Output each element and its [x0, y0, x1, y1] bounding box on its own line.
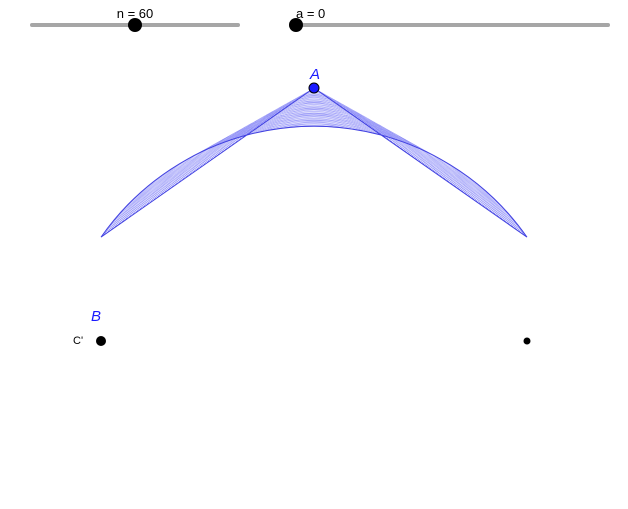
point-a-label: A	[310, 66, 320, 83]
point-cprime-label: C'	[73, 335, 83, 347]
point-b-label: B	[91, 308, 101, 325]
